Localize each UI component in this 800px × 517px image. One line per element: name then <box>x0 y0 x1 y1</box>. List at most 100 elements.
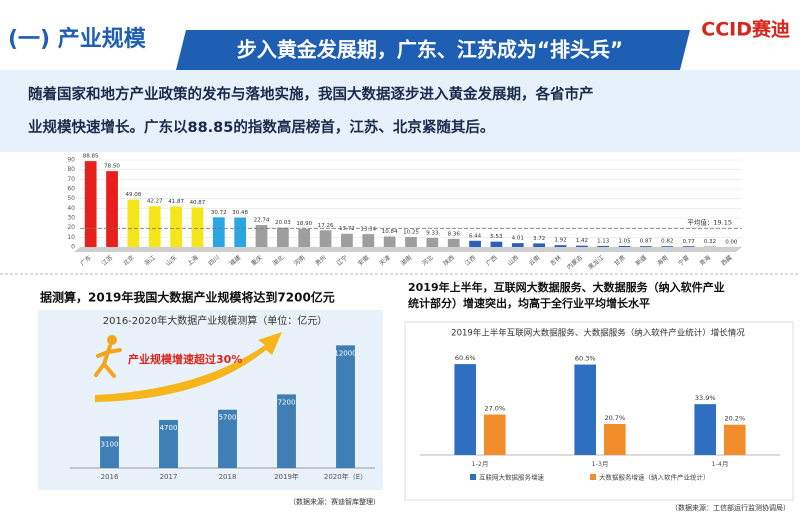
value-label: 42.27 <box>147 199 163 205</box>
value-label: 5.53 <box>490 234 503 240</box>
bar <box>426 237 439 247</box>
bar <box>575 245 588 247</box>
bar <box>84 161 97 247</box>
y-tick-label: 70 <box>67 176 75 183</box>
bar <box>336 345 355 468</box>
bar <box>218 409 237 468</box>
bar <box>276 227 289 247</box>
bar <box>255 225 268 247</box>
average-label: 平均值：19.15 <box>687 217 732 226</box>
value-label: 12000 <box>334 349 356 357</box>
value-label: 4700 <box>160 424 178 432</box>
value-label: 88.85 <box>83 154 99 160</box>
bar <box>604 423 626 455</box>
value-label: 1.92 <box>554 238 566 244</box>
value-label: 0.77 <box>682 239 695 245</box>
bar <box>106 171 118 247</box>
y-tick-label: 40 <box>67 205 75 212</box>
value-label: 7200 <box>278 398 296 406</box>
bar <box>484 414 506 455</box>
value-label: 10.84 <box>382 229 398 235</box>
value-label: 20.03 <box>275 220 291 226</box>
value-label: 6.44 <box>469 233 482 239</box>
panel-heading: 据测算，2019年我国大数据产业规模将达到7200亿元 <box>40 290 335 305</box>
y-tick-label: 10 <box>67 234 75 241</box>
legend-label: 互联网大数据服务增速 <box>479 473 545 482</box>
bar <box>127 199 140 247</box>
bar <box>148 206 161 247</box>
value-label: 40.87 <box>190 200 206 206</box>
bar <box>490 241 503 247</box>
bar <box>724 424 746 455</box>
intro-line: 随着国家和地方产业政策的发布与落地实施，我国大数据逐步进入黄金发展期，各省市产 <box>28 85 594 103</box>
value-label: 78.50 <box>104 164 120 170</box>
y-tick-label: 90 <box>67 157 75 164</box>
bar <box>511 243 524 247</box>
runner-body <box>94 344 122 378</box>
y-tick-label: 20 <box>67 224 75 231</box>
bar <box>298 228 311 247</box>
bar <box>682 246 695 247</box>
value-label: 3100 <box>101 440 119 448</box>
arrow <box>95 332 282 402</box>
value-label: 18.90 <box>296 221 312 227</box>
x-tick-label: 1-4月 <box>711 460 728 468</box>
intro-band <box>0 70 800 152</box>
banner-title: 步入黄金发展期，广东、江苏成为“排头兵” <box>237 38 623 62</box>
bar <box>234 217 247 247</box>
value-label: 30.72 <box>211 210 227 216</box>
y-tick-label: 0 <box>71 244 75 251</box>
bar <box>362 234 375 247</box>
value-label: 1.13 <box>597 238 610 244</box>
bar <box>618 245 631 247</box>
value-label: 30.48 <box>232 210 248 216</box>
x-tick-label: 2016 <box>101 473 119 481</box>
value-label: 0.32 <box>704 239 716 245</box>
bar <box>170 206 182 247</box>
value-label: 9.33 <box>426 230 439 236</box>
value-label: 4.01 <box>512 236 524 242</box>
source: （数据来源：工信部运行监测协调局） <box>671 503 790 512</box>
x-tick-label: 2020年（E） <box>324 472 367 481</box>
value-label: 0.82 <box>661 239 673 245</box>
panel-bg <box>38 310 383 490</box>
legend-swatch <box>470 474 476 480</box>
value-label: 41.87 <box>168 199 184 205</box>
bar <box>341 233 353 247</box>
bar <box>447 238 460 247</box>
banner-bg <box>176 30 690 70</box>
bar <box>191 207 204 247</box>
bar <box>661 246 674 247</box>
value-label: 60.6% <box>455 354 476 362</box>
value-label: 33.9% <box>695 394 716 402</box>
bar <box>597 245 610 247</box>
bar <box>383 236 396 247</box>
x-tick-label: 2017 <box>160 473 178 481</box>
bar <box>554 245 567 247</box>
bar <box>319 230 332 247</box>
bar <box>159 419 178 468</box>
value-label: 22.74 <box>254 218 270 224</box>
value-label: 1.05 <box>618 238 631 244</box>
value-label: 13.72 <box>339 226 355 232</box>
x-tick-label: 1-3月 <box>591 460 608 468</box>
bar <box>574 364 596 455</box>
y-tick-label: 60 <box>67 186 75 193</box>
value-label: 60.3% <box>575 355 596 363</box>
y-tick-label: 80 <box>67 166 75 173</box>
value-label: 27.0% <box>484 405 505 413</box>
legend-swatch <box>590 474 596 480</box>
value-label: 20.7% <box>604 414 625 422</box>
chart-title: 2016-2020年大数据产业规模测算（单位：亿元） <box>103 314 328 327</box>
value-label: 0.00 <box>725 240 738 246</box>
bar <box>405 237 417 247</box>
legend-label: 大数据服务增速（纳入软件产业统计） <box>599 473 710 482</box>
annotation: 产业规模增速超过30% <box>128 352 242 366</box>
intro-line: 业规模快速增长。广东以88.85的指数高居榜首，江苏、北京紧随其后。 <box>28 118 494 136</box>
bar <box>212 217 225 247</box>
y-tick-label: 30 <box>67 215 75 222</box>
x-tick-label: 2018 <box>219 473 237 481</box>
x-tick-label: 1-2月 <box>471 460 488 468</box>
floor <box>74 247 742 252</box>
